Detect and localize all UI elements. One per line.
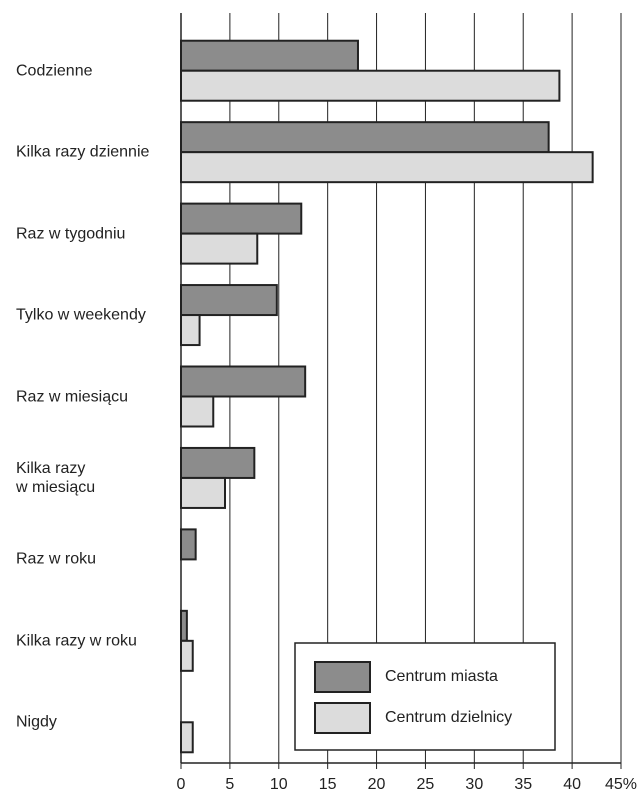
bar	[180, 284, 278, 317]
x-tick-label: 25	[417, 776, 435, 793]
bar	[180, 314, 201, 347]
category-label: Kilka razy dziennie	[16, 143, 150, 161]
x-tick-label: 30	[465, 776, 483, 793]
x-tick-label: 15	[319, 776, 337, 793]
bar	[180, 476, 226, 509]
category-label: Tylko w weekendy	[16, 306, 146, 324]
x-tick-label: 35	[514, 776, 532, 793]
x-tick-label: 10	[270, 776, 288, 793]
x-tick-label: 45%	[605, 776, 637, 793]
category-label: Codzienne	[16, 62, 93, 80]
bar	[180, 39, 359, 72]
category-label: Raz w tygodniu	[16, 225, 126, 243]
legend-swatch	[314, 702, 371, 734]
bar	[180, 202, 303, 235]
category-label: Nigdy	[16, 713, 57, 731]
category-label: Kilka razy w roku	[16, 632, 137, 650]
legend-label: Centrum dzielnicy	[385, 709, 512, 726]
bar	[180, 446, 256, 479]
bar	[180, 609, 188, 642]
x-tick-label: 40	[563, 776, 581, 793]
category-label: Kilka razy w miesiącu	[16, 459, 96, 496]
x-tick-label: 5	[225, 776, 234, 793]
legend-swatch	[314, 661, 371, 693]
bar	[180, 121, 550, 154]
bar	[180, 395, 215, 428]
legend-label: Centrum miasta	[385, 668, 498, 685]
category-label: Raz w roku	[16, 550, 97, 568]
bar	[180, 151, 594, 184]
bar	[180, 639, 194, 672]
x-tick-label: 0	[177, 776, 186, 793]
category-label: Raz w miesiącu	[16, 388, 129, 405]
x-tick-label: 20	[368, 776, 386, 793]
bar	[180, 69, 561, 102]
bar	[180, 528, 197, 561]
bar	[180, 721, 194, 754]
bar	[180, 365, 307, 398]
bar	[180, 232, 259, 265]
